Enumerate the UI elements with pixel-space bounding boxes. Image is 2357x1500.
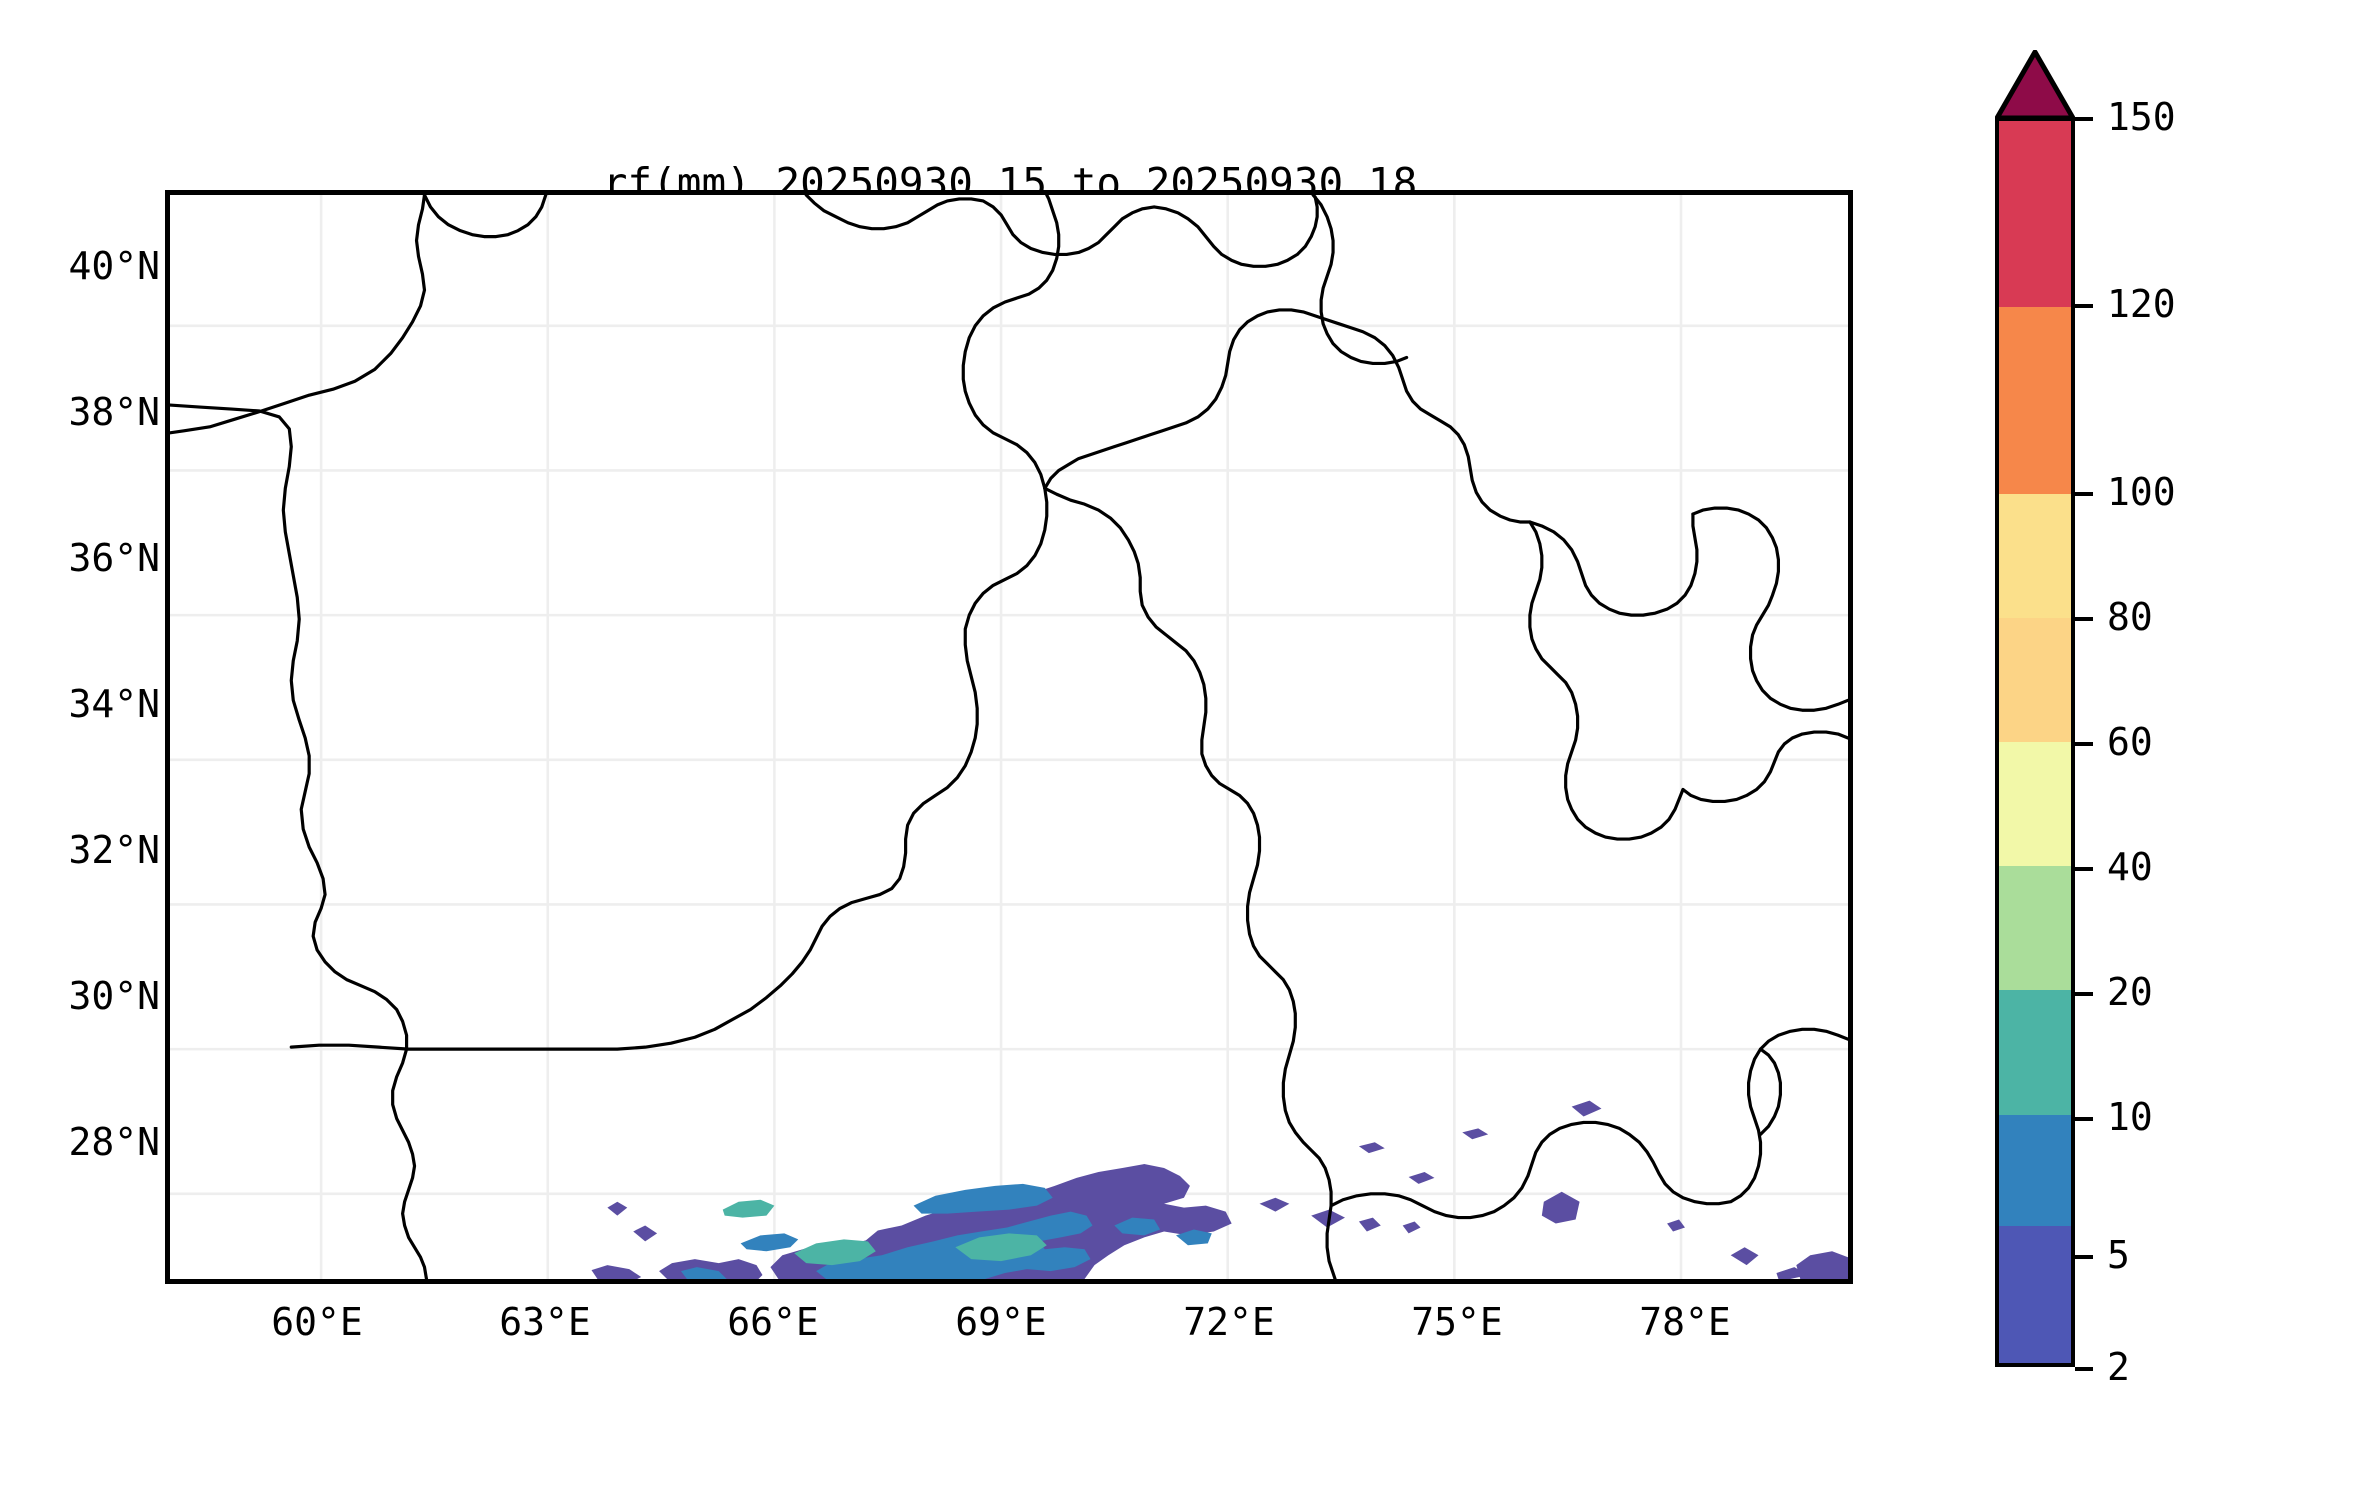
xtick-label-72e: 72°E [1183, 1300, 1275, 1344]
cb-tick-2 [2075, 1367, 2093, 1371]
xtick-label-69e: 69°E [955, 1300, 1047, 1344]
xtick-label-60e: 60°E [271, 1300, 363, 1344]
colorbar-over-arrow-icon [1995, 50, 2075, 120]
rainfall-contours [591, 1100, 1848, 1279]
xtick-label-78e: 78°E [1639, 1300, 1731, 1344]
colorbar[interactable]: 150 120 100 80 60 40 20 10 5 2 [1995, 42, 2315, 1412]
cb-band-100-120 [1999, 307, 2071, 494]
ytick-label-32n: 32°N [68, 828, 160, 872]
cb-band-below-2 [1999, 1362, 2071, 1363]
cb-tick-60 [2075, 742, 2093, 746]
ytick-label-30n: 30°N [68, 974, 160, 1018]
gridlines [170, 195, 1848, 1279]
cb-tick-5 [2075, 1255, 2093, 1259]
country-borders [170, 195, 1848, 1279]
ytick-label-40n: 40°N [68, 244, 160, 288]
cb-tick-20 [2075, 992, 2093, 996]
cb-band-40-60 [1999, 741, 2071, 867]
ytick-label-28n: 28°N [68, 1120, 160, 1164]
xtick-label-75e: 75°E [1411, 1300, 1503, 1344]
cb-tick-80 [2075, 617, 2093, 621]
cb-tick-10 [2075, 1117, 2093, 1121]
map-inner [170, 195, 1848, 1279]
cb-band-120-150 [1999, 121, 2071, 308]
xtick-label-66e: 66°E [727, 1300, 819, 1344]
cb-tick-40 [2075, 867, 2093, 871]
ytick-label-34n: 34°N [68, 682, 160, 726]
cb-band-60-80 [1999, 617, 2071, 742]
ytick-label-38n: 38°N [68, 390, 160, 434]
cb-tick-100 [2075, 492, 2093, 496]
ytick-label-36n: 36°N [68, 536, 160, 580]
map-svg [170, 195, 1848, 1279]
cb-tick-120 [2075, 304, 2093, 308]
map-plot-area[interactable] [165, 190, 1853, 1284]
cb-band-80-100 [1999, 493, 2071, 618]
cb-band-20-40 [1999, 866, 2071, 991]
colorbar-gradient[interactable] [1995, 117, 2075, 1367]
cb-band-2-5 [1999, 1226, 2071, 1363]
cb-band-5-10 [1999, 1114, 2071, 1227]
cb-tick-150 [2075, 117, 2093, 121]
xtick-label-63e: 63°E [499, 1300, 591, 1344]
cb-band-10-20 [1999, 990, 2071, 1115]
